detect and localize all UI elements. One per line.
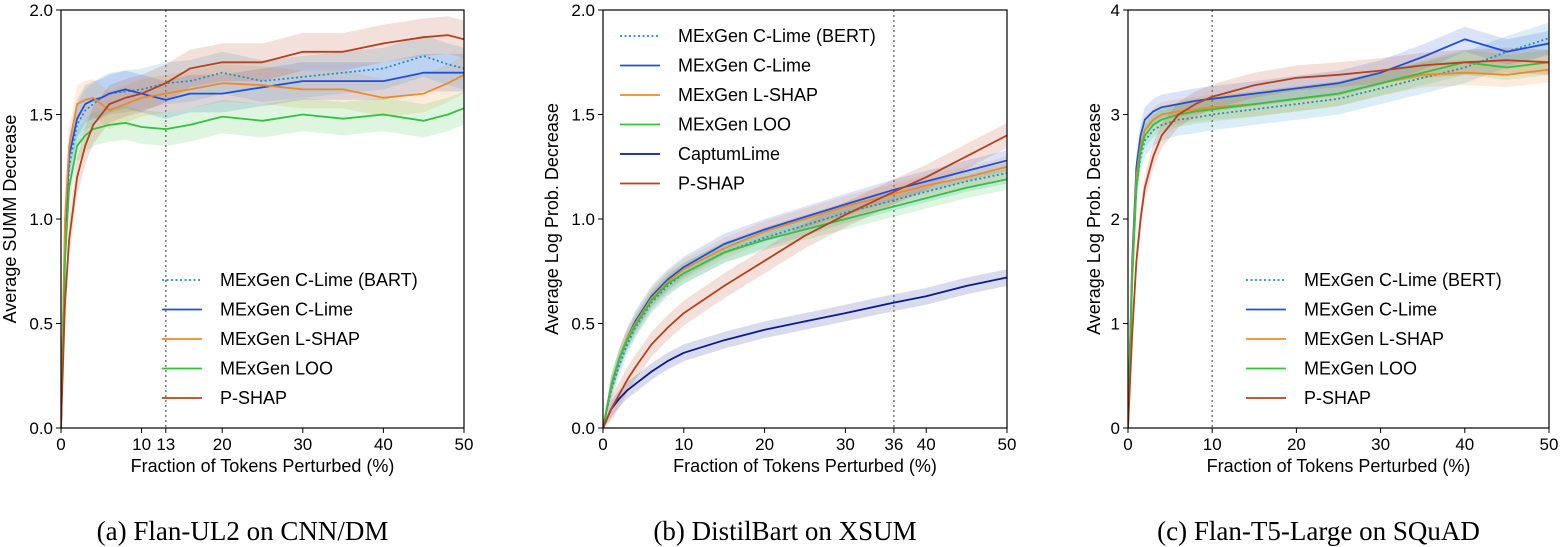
y-tick-label: 0.0 [571,419,595,438]
plot-area [1128,10,1549,428]
x-tick-label: 30 [836,435,855,454]
x-tick-label: 0 [1123,435,1132,454]
series-line [61,74,464,428]
y-tick-label: 1.5 [571,106,595,125]
y-tick-label: 1.0 [571,210,595,229]
y-tick-label: 0.0 [29,419,53,438]
legend: MExGen C-Lime (BERT) MExGen C-Lime MExGen … [620,26,876,194]
confidence-band [61,91,464,428]
x-tick-label: 40 [917,435,936,454]
y-tick-label: 1.5 [29,106,53,125]
legend-entry: MExGen LOO [1304,359,1417,379]
x-axis-label: Fraction of Tokens Perturbed (%) [131,456,395,476]
series-line [1128,59,1549,428]
plot-area [603,10,1007,428]
x-tick-label: 20 [213,435,232,454]
x-tick-label: 30 [1371,435,1390,454]
y-tick-label: 4 [1111,1,1120,20]
x-tick-label: 0 [56,435,65,454]
series-line [61,55,464,428]
y-axis-label: Average SUMM Decrease [0,115,20,324]
legend-entry: MExGen C-Lime [220,300,353,320]
legend-entry: MExGen C-Lime (BART) [220,270,418,290]
legend-entry: P-SHAP [1304,388,1371,408]
confidence-band [1128,22,1549,428]
series-line [61,107,464,428]
y-tick-label: 2.0 [29,1,53,20]
x-tick-label: 40 [374,435,393,454]
y-tick-label: 1.0 [29,210,53,229]
confidence-band [603,168,1007,428]
plot-area [61,10,464,428]
legend-entry: MExGen L-SHAP [1304,329,1444,349]
y-axis-label: Average Log Prob. Decrease [1084,103,1104,335]
series-line [61,34,464,428]
x-tick-label: 10 [132,435,151,454]
x-axis-label: Fraction of Tokens Perturbed (%) [673,456,937,476]
series-line [603,276,1007,428]
x-tick-label: 40 [1455,435,1474,454]
confidence-band [603,156,1007,428]
series-line [61,71,464,428]
legend-entry: MExGen LOO [220,359,333,379]
legend-entry: P-SHAP [220,388,287,408]
y-axis-label: Average Log Prob. Decrease [542,103,562,335]
x-tick-label: 36 [884,435,903,454]
legend-entry: MExGen C-Lime [1304,300,1437,320]
legend-entry: MExGen L-SHAP [678,85,818,105]
chart-panel-b: 0 10 20 30 36 40 50 0.0 0.5 1.0 1.5 2.0 Fraction of … [542,1,1016,546]
confidence-band [603,162,1007,428]
y-tick-label: 2.0 [571,1,595,20]
x-tick-label: 50 [455,435,474,454]
x-tick-label: 10 [1203,435,1222,454]
x-tick-label: 0 [598,435,607,454]
x-axis-label: Fraction of Tokens Perturbed (%) [1207,456,1471,476]
y-tick-label: 0.5 [29,315,53,334]
x-tick-label: 10 [674,435,693,454]
x-tick-label: 50 [998,435,1017,454]
x-tick-label: 30 [293,435,312,454]
confidence-band [603,122,1007,428]
x-tick-label: 50 [1540,435,1559,454]
y-tick-label: 3 [1111,106,1120,125]
x-tick-label: 20 [755,435,774,454]
confidence-band [61,53,464,428]
chart-panel-c: 0 10 20 30 40 50 0 1 2 3 4 Fraction of Tokens Pertu… [1084,1,1558,546]
legend-entry: MExGen C-Lime (BERT) [678,26,876,46]
confidence-band [61,35,464,428]
legend: MExGen C-Lime (BERT) MExGen C-Lime MExGen … [1246,270,1502,408]
y-tick-label: 0 [1111,419,1120,438]
series-line [1128,61,1549,428]
chart-panel-a: 0 10 13 20 30 40 50 0.0 0.5 1.0 1.5 2.0 Fraction of … [0,1,473,546]
legend-entry: MExGen LOO [678,115,791,135]
legend-entry: CaptumLime [678,144,780,164]
figure-caption: (a) Flan-UL2 on CNN/DM [97,516,389,546]
y-tick-label: 1 [1111,315,1120,334]
legend: MExGen C-Lime (BART) MExGen C-Lime MExGen … [162,270,418,408]
figure-caption: (c) Flan-T5-Large on SQuAD [1157,516,1480,546]
series-line [603,172,1007,428]
legend-entry: MExGen L-SHAP [220,329,360,349]
legend-entry: MExGen C-Lime (BERT) [1304,270,1502,290]
x-tick-label: 13 [156,435,175,454]
series-line [603,178,1007,428]
x-tick-label: 20 [1287,435,1306,454]
legend-entry: P-SHAP [678,174,745,194]
series-line [603,134,1007,428]
y-tick-label: 0.5 [571,315,595,334]
y-tick-label: 2 [1111,210,1120,229]
figure-caption: (b) DistilBart on XSUM [653,516,916,546]
legend-entry: MExGen C-Lime [678,56,811,76]
